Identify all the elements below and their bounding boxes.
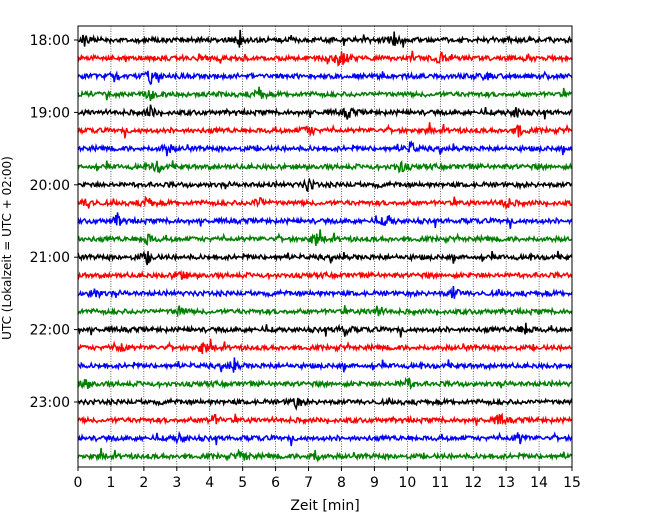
trace-21:30 — [77, 285, 573, 300]
y-axis-label: UTC (Lokalzeit = UTC + 02:00) — [0, 156, 14, 340]
x-tick-label: 4 — [205, 475, 214, 491]
trace-23:00 — [77, 396, 573, 411]
x-tick-label: 3 — [172, 475, 181, 491]
x-axis-label: Zeit [min] — [290, 498, 359, 514]
y-tick-label: 22:00 — [30, 323, 70, 339]
y-tick-label: 19:00 — [30, 105, 70, 121]
x-tick-label: 10 — [398, 475, 416, 491]
trace-21:15 — [77, 269, 573, 281]
plot-area — [77, 25, 573, 468]
x-tick-label: 8 — [337, 475, 346, 491]
trace-21:45 — [77, 305, 573, 318]
y-tick-label: 23:00 — [30, 395, 70, 411]
trace-20:15 — [77, 195, 573, 210]
trace-19:00 — [77, 104, 573, 120]
x-axis: 0 1 2 3 4 5 6 7 8 9 10 11 12 13 14 15 — [74, 467, 581, 491]
x-tick-label: 1 — [106, 475, 115, 491]
y-axis: 18:00 19:00 20:00 21:00 22:00 23:00 — [30, 33, 78, 411]
trace-22:00 — [77, 322, 573, 338]
x-tick-label: 14 — [530, 475, 548, 491]
x-tick-label: 6 — [271, 475, 280, 491]
trace-18:30 — [77, 70, 573, 86]
trace-23:45 — [77, 447, 573, 463]
x-tick-label: 11 — [431, 475, 449, 491]
y-tick-label: 21:00 — [30, 250, 70, 266]
x-tick-label: 5 — [238, 475, 247, 491]
trace-23:15 — [77, 412, 573, 426]
trace-19:15 — [77, 122, 573, 139]
trace-22:45 — [77, 376, 573, 390]
trace-18:45 — [77, 86, 573, 102]
trace-23:30 — [77, 430, 573, 447]
x-tick-label: 15 — [563, 475, 581, 491]
trace-18:00 — [77, 29, 573, 48]
x-tick-label: 13 — [497, 475, 515, 491]
trace-20:00 — [77, 177, 573, 193]
plot-frame — [77, 25, 573, 468]
x-tick-label: 0 — [74, 475, 83, 491]
trace-20:30 — [77, 212, 573, 229]
trace-20:45 — [77, 229, 573, 246]
x-tick-label: 9 — [370, 475, 379, 491]
plot-background — [78, 26, 572, 467]
y-tick-label: 18:00 — [30, 33, 70, 49]
y-tick-label: 20:00 — [30, 178, 70, 194]
x-tick-label: 2 — [139, 475, 148, 491]
trace-22:15 — [77, 338, 573, 354]
trace-18:15 — [77, 50, 573, 67]
x-tick-label: 12 — [464, 475, 482, 491]
trace-21:00 — [77, 249, 573, 266]
trace-19:45 — [77, 160, 572, 174]
trace-22:30 — [77, 357, 573, 373]
x-tick-label: 7 — [304, 475, 313, 491]
trace-19:30 — [77, 140, 573, 157]
